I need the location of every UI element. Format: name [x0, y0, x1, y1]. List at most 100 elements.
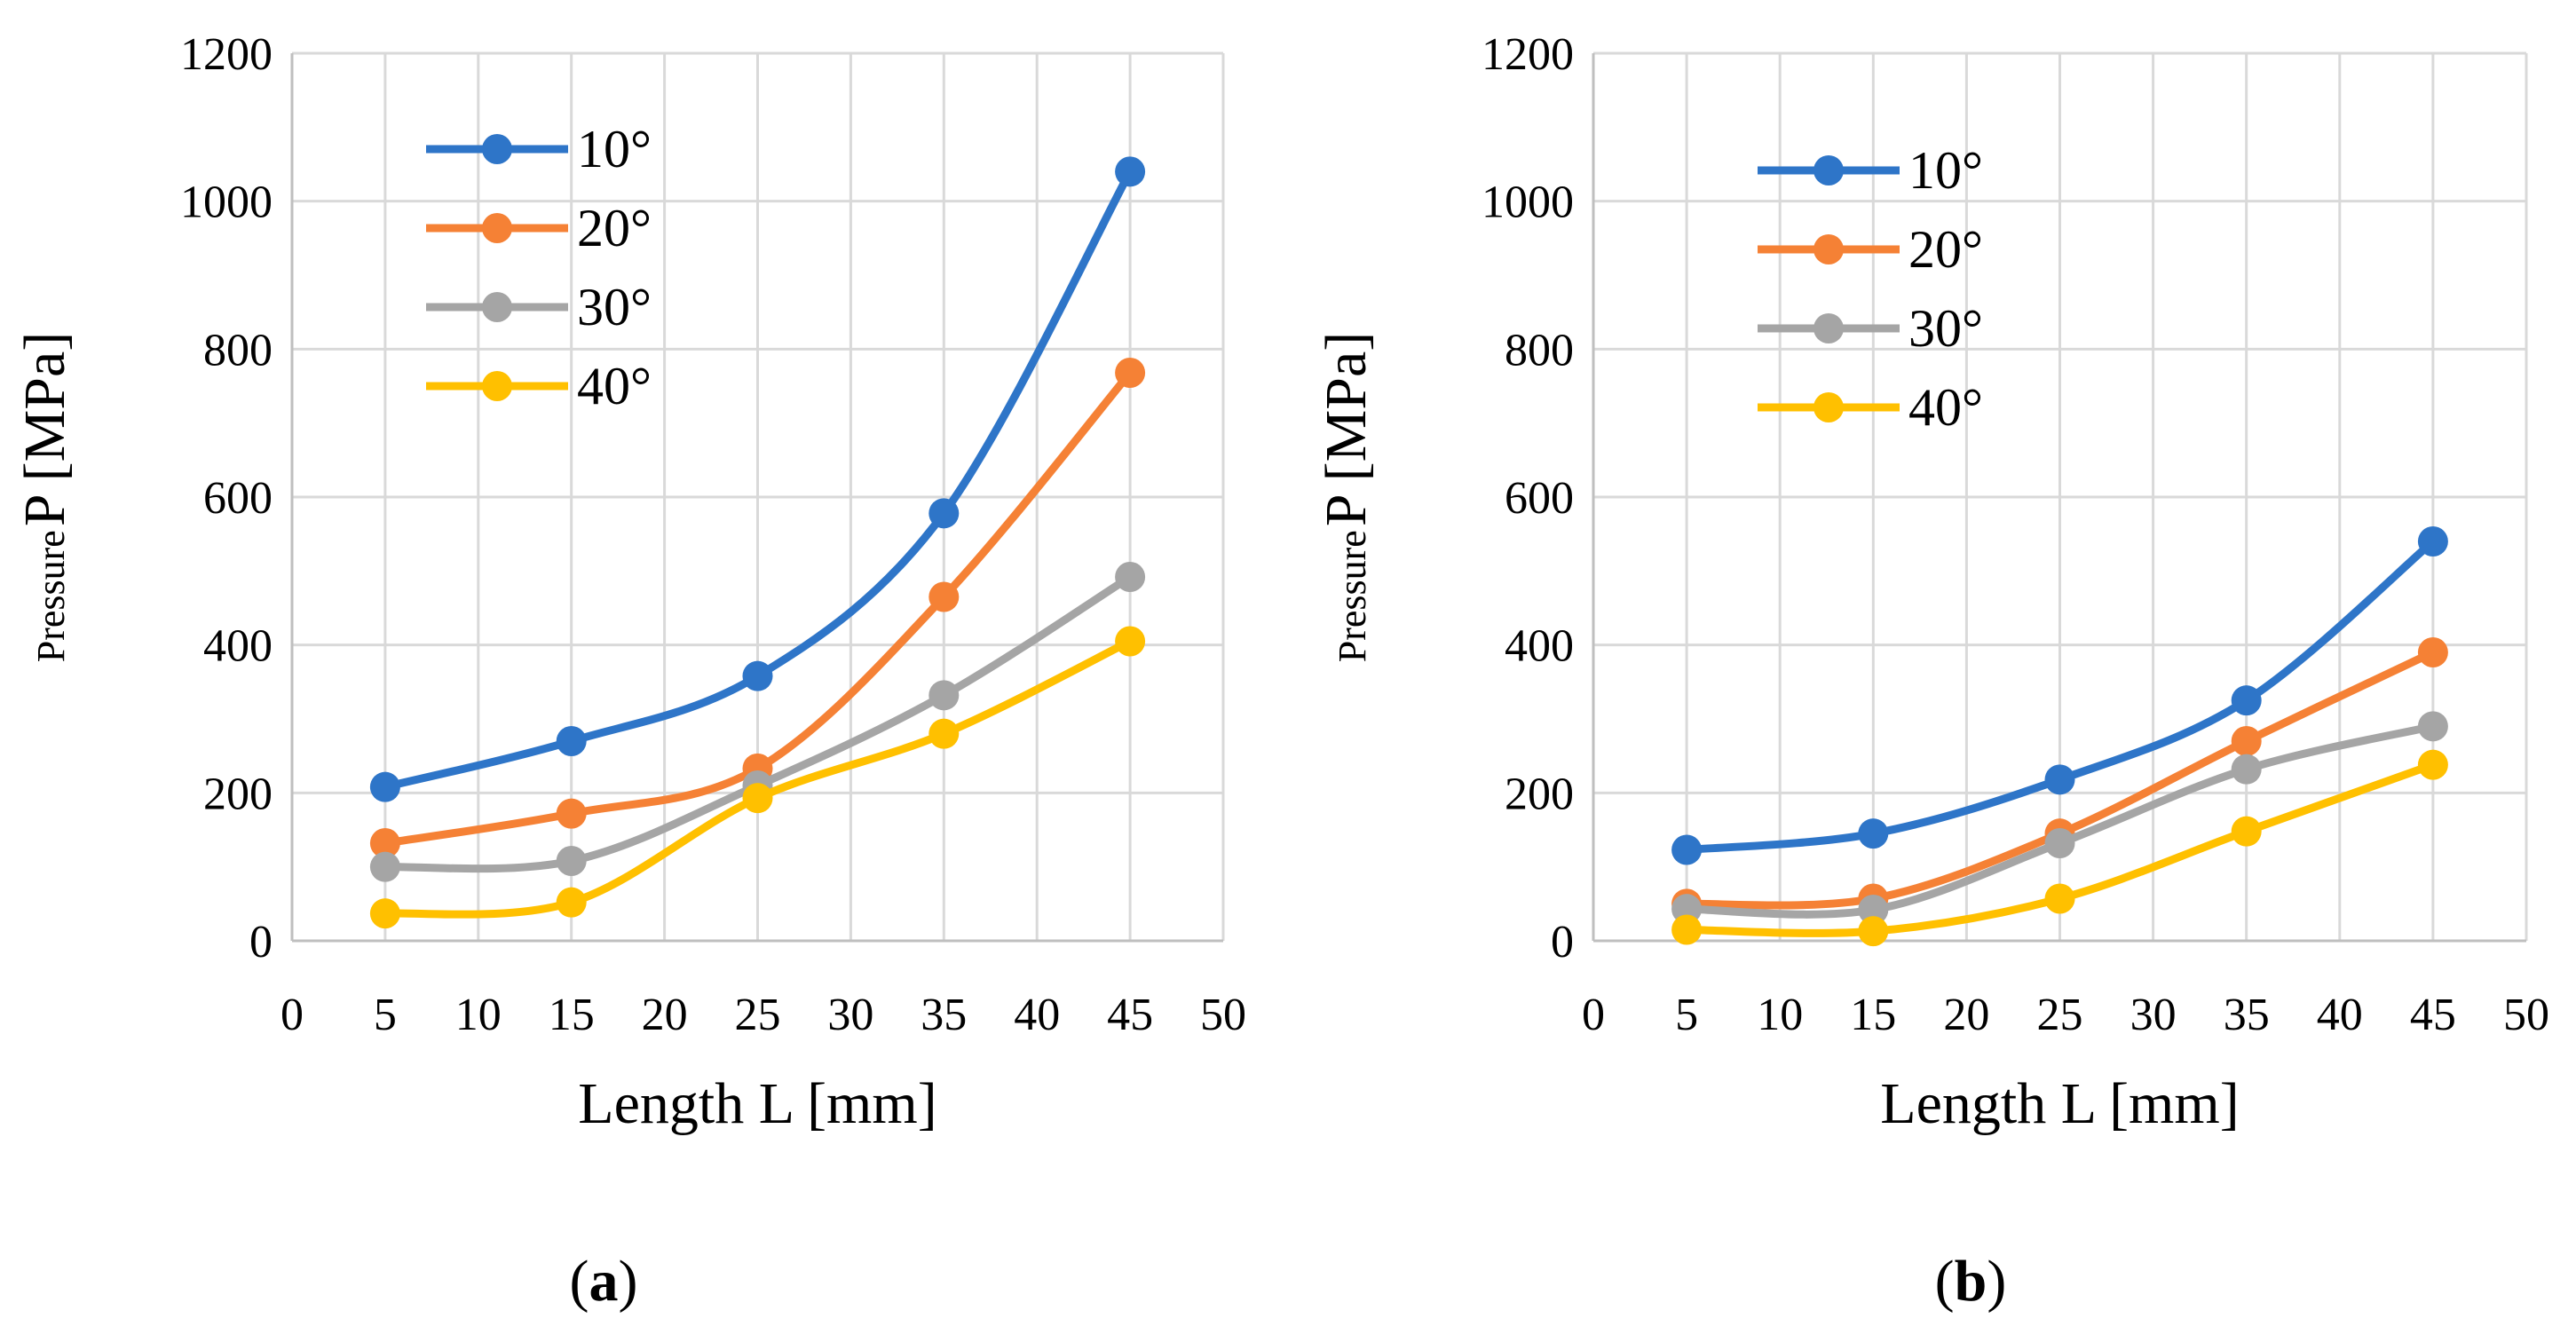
x-tick-label: 25 [2037, 990, 2083, 1040]
y-tick-label: 400 [1505, 621, 1574, 672]
legend-swatch-marker [482, 213, 512, 243]
x-tick-label: 35 [2224, 990, 2270, 1040]
panel-label-close: ) [1987, 1249, 2006, 1314]
legend-entry-label: 20° [1908, 220, 1983, 279]
y-tick-label: 1200 [180, 29, 273, 80]
data-point [2417, 637, 2448, 667]
chart-panel-a: 0 200 400 600 800 1000 1200 0 5 10 15 20 25 30 35 40 45 5… [12, 29, 1246, 1314]
x-axis-title: Length L [mm] [578, 1071, 936, 1136]
panel-label-open: ( [570, 1249, 589, 1314]
data-point [928, 498, 960, 529]
data-point [2044, 828, 2075, 858]
x-tick-label: 35 [921, 990, 967, 1040]
data-point [2417, 749, 2448, 780]
data-point [2417, 711, 2448, 742]
x-tick-label: 40 [2317, 990, 2363, 1040]
data-point [556, 726, 587, 756]
legend-swatch-marker [1813, 313, 1844, 343]
data-point [2231, 685, 2262, 716]
y-tick-label: 600 [203, 473, 273, 524]
y-tick-label: 800 [1505, 325, 1574, 375]
data-point [1858, 895, 1889, 925]
data-point [556, 846, 587, 876]
legend-swatch-marker [482, 371, 512, 401]
y-tick-label: 600 [1505, 473, 1574, 524]
x-tick-label: 45 [1107, 990, 1153, 1040]
y-axis-title: Pressure P [MPa] [12, 332, 77, 663]
data-point [1671, 894, 1703, 925]
x-tick-label: 50 [2503, 990, 2549, 1040]
legend-swatch-marker [482, 134, 512, 164]
legend-swatch-marker [1813, 392, 1844, 422]
x-tick-label: 10 [455, 990, 502, 1040]
data-point [369, 851, 400, 882]
data-point [2231, 816, 2262, 847]
panel-label-letter: b [1955, 1249, 1987, 1314]
legend-swatch-marker [482, 292, 512, 322]
data-point [928, 680, 960, 711]
panel-label-open: ( [1935, 1249, 1955, 1314]
legend-entry-label: 10° [1908, 141, 1983, 200]
legend-entry-label: 40° [1908, 378, 1983, 437]
y-tick-label: 1000 [1482, 178, 1574, 228]
y-axis-title-word: Pressure [1331, 530, 1374, 662]
legend-entry-label: 20° [577, 199, 652, 257]
y-tick-label: 800 [203, 325, 273, 375]
series-line [381, 167, 1134, 792]
y-tick-label: 1200 [1482, 29, 1574, 80]
data-point [2417, 526, 2448, 557]
data-point [556, 887, 587, 918]
data-point [928, 581, 960, 612]
y-axis-title: Pressure P [MPa] [1314, 332, 1379, 663]
data-point [1115, 626, 1146, 657]
x-tick-label: 0 [281, 990, 304, 1040]
data-point [1858, 916, 1889, 947]
x-tick-label: 0 [1582, 990, 1605, 1040]
panel-label: (a) [570, 1249, 638, 1314]
x-tick-label: 15 [549, 990, 595, 1040]
x-tick-label: 20 [1943, 990, 1989, 1040]
x-tick-label: 45 [2410, 990, 2456, 1040]
x-tick-label: 5 [1675, 990, 1698, 1040]
data-point [369, 771, 400, 802]
y-tick-label: 200 [1505, 769, 1574, 819]
y-tick-label: 1000 [180, 178, 273, 228]
data-point [2044, 764, 2075, 795]
chart-panel-b: 0 200 400 600 800 1000 1200 0 5 10 15 20 25 30 35 40 45 5… [1314, 29, 2549, 1314]
y-axis-title-symbol: P [MPa] [1314, 332, 1379, 526]
x-tick-label: 30 [827, 990, 873, 1040]
y-tick-label: 400 [203, 621, 273, 672]
data-point [369, 898, 400, 929]
legend-swatch-marker [1813, 155, 1844, 186]
x-tick-label: 40 [1014, 990, 1060, 1040]
x-tick-label: 10 [1757, 990, 1803, 1040]
data-point [2231, 726, 2262, 756]
data-point [1115, 156, 1146, 187]
legend-entry-label: 10° [577, 120, 652, 178]
y-axis-title-symbol: P [MPa] [12, 332, 77, 526]
legend-swatch-marker [1813, 234, 1844, 264]
x-tick-label: 30 [2130, 990, 2177, 1040]
data-point [1671, 834, 1703, 865]
panel-label: (b) [1935, 1249, 2007, 1314]
data-point [369, 828, 400, 858]
data-point [742, 660, 773, 691]
data-point [1115, 562, 1146, 592]
data-point [2231, 754, 2262, 785]
data-point [1671, 914, 1703, 945]
data-point [1858, 818, 1889, 849]
y-axis-title-word: Pressure [29, 530, 73, 662]
data-point [742, 783, 773, 814]
data-point [2044, 883, 2075, 914]
series-line [381, 368, 1134, 848]
x-tick-label: 25 [735, 990, 781, 1040]
y-tick-label: 0 [249, 917, 273, 967]
panel-label-letter: a [589, 1249, 619, 1314]
x-tick-label: 5 [374, 990, 397, 1040]
x-tick-label: 50 [1200, 990, 1246, 1040]
x-axis-title: Length L [mm] [1880, 1071, 2239, 1136]
legend-entry-label: 30° [577, 278, 652, 336]
legend-entry-label: 30° [1908, 299, 1983, 358]
legend-entry-label: 40° [577, 357, 652, 415]
